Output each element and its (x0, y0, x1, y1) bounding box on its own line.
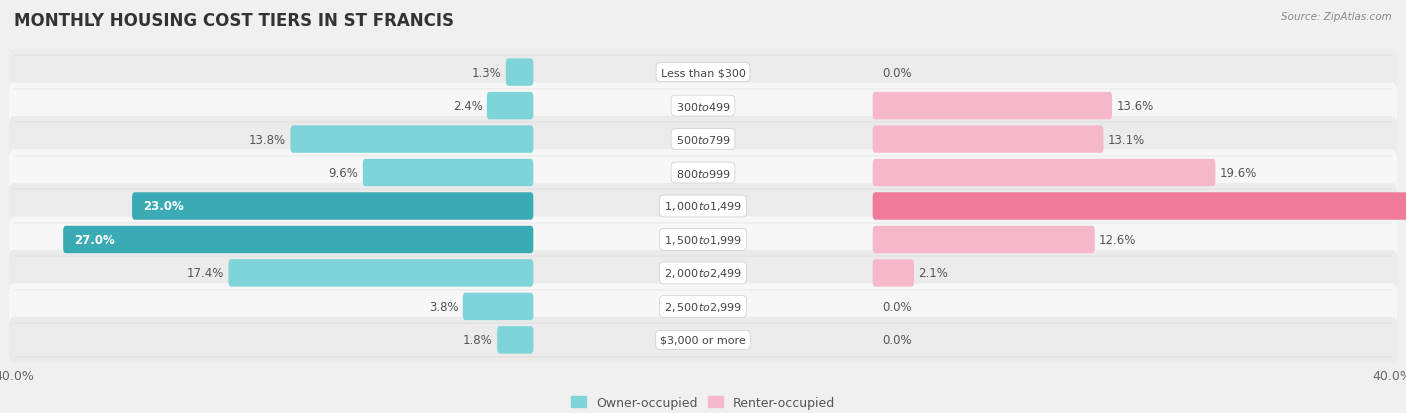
FancyBboxPatch shape (8, 150, 1398, 196)
Text: $300 to $499: $300 to $499 (675, 100, 731, 112)
Text: $2,000 to $2,499: $2,000 to $2,499 (664, 267, 742, 280)
FancyBboxPatch shape (498, 326, 533, 354)
Text: 2.1%: 2.1% (918, 267, 948, 280)
Text: 27.0%: 27.0% (75, 233, 115, 247)
Text: 1.3%: 1.3% (472, 66, 502, 79)
Text: $1,000 to $1,499: $1,000 to $1,499 (664, 200, 742, 213)
FancyBboxPatch shape (8, 117, 1398, 163)
Text: 13.6%: 13.6% (1116, 100, 1153, 113)
Text: 9.6%: 9.6% (329, 166, 359, 180)
FancyBboxPatch shape (132, 193, 533, 220)
Legend: Owner-occupied, Renter-occupied: Owner-occupied, Renter-occupied (567, 391, 839, 413)
FancyBboxPatch shape (363, 159, 533, 187)
Text: 17.4%: 17.4% (187, 267, 224, 280)
FancyBboxPatch shape (8, 50, 1398, 96)
FancyBboxPatch shape (873, 159, 1215, 187)
FancyBboxPatch shape (8, 83, 1398, 129)
FancyBboxPatch shape (463, 293, 533, 320)
Text: $3,000 or more: $3,000 or more (661, 335, 745, 345)
FancyBboxPatch shape (8, 317, 1398, 363)
Text: $800 to $999: $800 to $999 (675, 167, 731, 179)
FancyBboxPatch shape (63, 226, 533, 254)
Text: 0.0%: 0.0% (882, 300, 911, 313)
FancyBboxPatch shape (873, 93, 1112, 120)
FancyBboxPatch shape (8, 284, 1398, 330)
Text: 0.0%: 0.0% (882, 66, 911, 79)
Text: 13.8%: 13.8% (249, 133, 287, 146)
Text: $1,500 to $1,999: $1,500 to $1,999 (664, 233, 742, 247)
FancyBboxPatch shape (8, 217, 1398, 263)
Text: 23.0%: 23.0% (143, 200, 184, 213)
Text: 13.1%: 13.1% (1108, 133, 1144, 146)
Text: $2,500 to $2,999: $2,500 to $2,999 (664, 300, 742, 313)
Text: 0.0%: 0.0% (882, 334, 911, 347)
Text: 19.6%: 19.6% (1219, 166, 1257, 180)
Text: MONTHLY HOUSING COST TIERS IN ST FRANCIS: MONTHLY HOUSING COST TIERS IN ST FRANCIS (14, 12, 454, 30)
Text: 2.4%: 2.4% (453, 100, 482, 113)
FancyBboxPatch shape (873, 260, 914, 287)
FancyBboxPatch shape (873, 126, 1104, 153)
FancyBboxPatch shape (229, 260, 533, 287)
FancyBboxPatch shape (506, 59, 533, 87)
FancyBboxPatch shape (8, 183, 1398, 230)
FancyBboxPatch shape (873, 193, 1406, 220)
Text: $500 to $799: $500 to $799 (675, 134, 731, 146)
Text: Less than $300: Less than $300 (661, 68, 745, 78)
FancyBboxPatch shape (486, 93, 533, 120)
FancyBboxPatch shape (873, 226, 1095, 254)
Text: 3.8%: 3.8% (429, 300, 458, 313)
Text: 1.8%: 1.8% (463, 334, 494, 347)
FancyBboxPatch shape (8, 250, 1398, 296)
Text: Source: ZipAtlas.com: Source: ZipAtlas.com (1281, 12, 1392, 22)
Text: 12.6%: 12.6% (1099, 233, 1136, 247)
FancyBboxPatch shape (291, 126, 533, 153)
